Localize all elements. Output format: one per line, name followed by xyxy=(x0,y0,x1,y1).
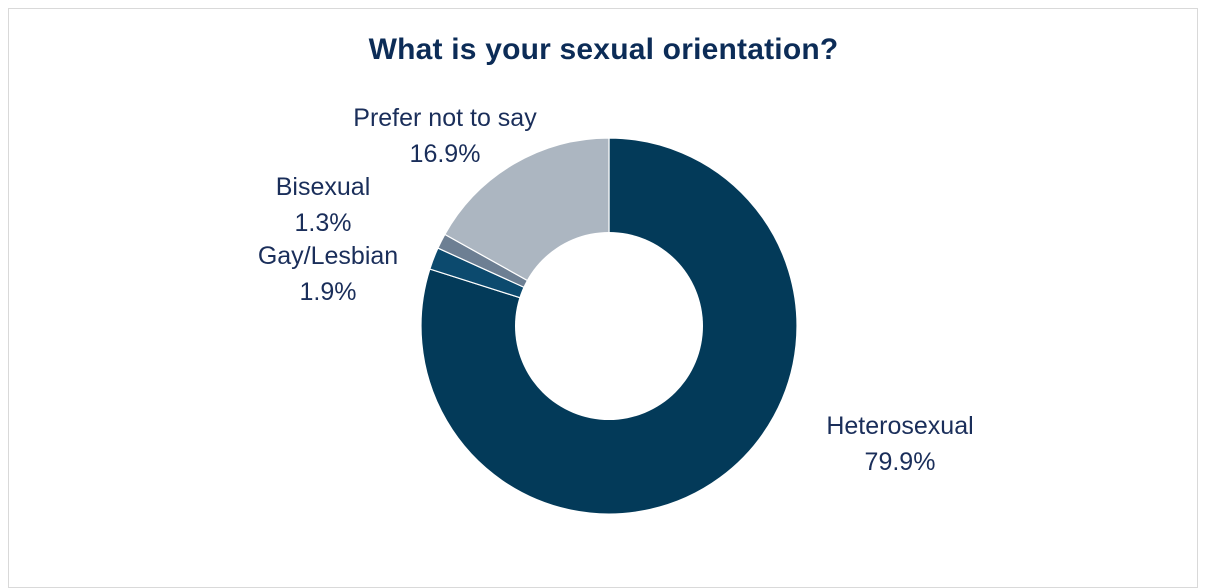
slice-label: Gay/Lesbian xyxy=(258,242,398,270)
slice-label: Heterosexual xyxy=(826,412,973,440)
slice-value-label: 79.9% xyxy=(865,448,936,476)
slice-value-label: 1.9% xyxy=(300,278,357,306)
donut-hole xyxy=(515,232,703,420)
slice-value-label: 16.9% xyxy=(410,140,481,168)
slice-label: Prefer not to say xyxy=(353,104,537,132)
slice-value-label: 1.3% xyxy=(295,209,352,237)
slice-labels: Heterosexual 79.9% Gay/Lesbian 1.9% Bisexual… xyxy=(258,104,974,476)
donut-chart: Heterosexual 79.9% Gay/Lesbian 1.9% Bisexual… xyxy=(258,104,974,515)
slice-label: Bisexual xyxy=(276,173,371,201)
chart-title: What is your sexual orientation? xyxy=(368,33,839,66)
